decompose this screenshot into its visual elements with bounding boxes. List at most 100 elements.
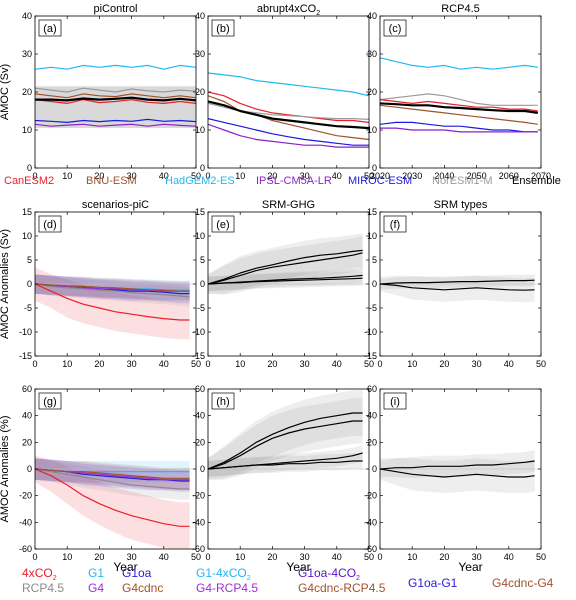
y-tick-label: 10 xyxy=(195,231,205,241)
x-tick-label: 50 xyxy=(536,552,546,562)
x-tick-label: 30 xyxy=(300,171,310,181)
panel-label: (h) xyxy=(216,396,229,408)
y-tick-label: 10 xyxy=(367,231,377,241)
panel-c xyxy=(379,15,542,169)
x-tick-label: 30 xyxy=(127,171,137,181)
y-tick-label: 20 xyxy=(195,437,205,447)
series-CanESM2 xyxy=(380,99,538,112)
panel-label-box xyxy=(38,392,62,410)
y-tick-label: 60 xyxy=(22,384,32,394)
x-tick-label: 50 xyxy=(191,359,201,369)
legend-MIROC-ESM: MIROC-ESM xyxy=(348,175,412,187)
legend-G1: G1 xyxy=(88,566,104,580)
x-tick-label: 20 xyxy=(94,552,104,562)
y-tick-label: 10 xyxy=(22,231,32,241)
panel-title: SRM types xyxy=(434,199,488,211)
series-BNU-ESM xyxy=(35,93,196,99)
y-tick-label: -40 xyxy=(192,517,205,527)
y-tick-label: -5 xyxy=(369,303,377,313)
y-tick-label: 0 xyxy=(200,279,205,289)
x-tick-label: 10 xyxy=(62,359,72,369)
y-tick-label: 40 xyxy=(367,11,377,21)
y-tick-label: -60 xyxy=(364,544,377,554)
y-axis-label: AMOC Anomalies (%) xyxy=(0,416,11,523)
x-tick-label: 40 xyxy=(159,171,169,181)
x-tick-label: 20 xyxy=(267,171,277,181)
x-tick-label: 40 xyxy=(332,171,342,181)
x-tick-label: 30 xyxy=(300,552,310,562)
y-tick-label: 0 xyxy=(200,464,205,474)
plot-area xyxy=(35,64,196,129)
y-tick-label: 0 xyxy=(27,464,32,474)
panel-title: abrupt4xCO2​ xyxy=(257,3,320,17)
x-tick-label: 40 xyxy=(504,359,514,369)
y-tick-label: 40 xyxy=(367,411,377,421)
series-G4cdnc-RCP4.5 xyxy=(208,274,363,285)
legend-HadGEM2-ES: HadGEM2-ES xyxy=(165,175,235,187)
series-RCP4.5 xyxy=(35,468,190,490)
y-tick-label: 30 xyxy=(22,49,32,59)
legend-G4: G4 xyxy=(88,581,104,595)
legend-IPSL-CM5A-LR: IPSL-CM5A-LR xyxy=(256,175,332,187)
x-tick-label: 0 xyxy=(377,359,382,369)
legend-RCP4.5: RCP4.5 xyxy=(22,581,64,595)
panel-label: (f) xyxy=(390,219,400,231)
band-G1oa-4CO2 xyxy=(208,398,363,480)
y-tick-label: -15 xyxy=(19,351,32,361)
y-tick-label: -60 xyxy=(19,544,32,554)
x-tick-label: 30 xyxy=(127,552,137,562)
y-tick-label: 0 xyxy=(27,279,32,289)
plot-frame xyxy=(207,15,370,169)
x-tick-label: 40 xyxy=(332,359,342,369)
panel-e xyxy=(207,211,370,357)
legend-G4cdnc-G4: G4cdnc-G4 xyxy=(492,576,554,590)
y-tick-label: 5 xyxy=(27,255,32,265)
series-NorESM1-M xyxy=(380,93,538,106)
panel-label-box xyxy=(383,215,407,233)
x-tick-label: 10 xyxy=(407,359,417,369)
x-tick-label: 10 xyxy=(62,171,72,181)
x-tick-label: 0 xyxy=(205,552,210,562)
y-tick-label: -20 xyxy=(364,491,377,501)
x-tick-label: 40 xyxy=(159,359,169,369)
panel-label-box xyxy=(38,215,62,233)
band-G1-4xCO2 xyxy=(208,390,363,480)
band-G1-4xCO2 xyxy=(208,233,363,294)
plot-area xyxy=(208,72,369,148)
plot-area xyxy=(35,267,196,340)
series-MIROC-ESM xyxy=(208,118,369,146)
series-G1-4xCO2 xyxy=(208,412,363,470)
x-tick-label: 50 xyxy=(191,552,201,562)
plot-area xyxy=(35,455,196,549)
series-HadGEM2-ES xyxy=(35,64,196,70)
y-tick-label: -15 xyxy=(192,351,205,361)
band-G4cdnc-G4 xyxy=(380,450,535,479)
x-tick-label: 2020 xyxy=(370,171,390,181)
x-tick-label: 20 xyxy=(94,171,104,181)
y-tick-label: 15 xyxy=(195,207,205,217)
series-RCP4.5 xyxy=(35,283,190,298)
x-axis-label: Year xyxy=(113,560,137,574)
legend-G1oa-G1: G1oa-G1 xyxy=(408,576,458,590)
band-G1 xyxy=(35,458,190,483)
x-tick-label: 50 xyxy=(364,171,374,181)
series-Ensemble xyxy=(208,100,369,130)
y-tick-label: -20 xyxy=(192,491,205,501)
series-BNU-ESM xyxy=(380,104,538,125)
x-tick-label: 2040 xyxy=(434,171,454,181)
series-G1oa-4CO2 xyxy=(208,420,363,470)
legend-G4cdnc: G4cdnc xyxy=(122,581,163,595)
series-G1oa-4CO2 xyxy=(208,252,363,285)
legend-G1oa: G1oa xyxy=(122,566,152,580)
y-tick-label: 30 xyxy=(195,49,205,59)
x-tick-label: 30 xyxy=(472,552,482,562)
plot-area xyxy=(208,233,369,295)
y-tick-label: 10 xyxy=(22,125,32,135)
y-tick-label: 15 xyxy=(22,207,32,217)
y-tick-label: 15 xyxy=(367,207,377,217)
plot-frame xyxy=(379,15,542,169)
plot-area xyxy=(380,450,541,493)
x-tick-label: 0 xyxy=(377,552,382,562)
panel-label-box xyxy=(211,19,235,37)
x-tick-label: 40 xyxy=(159,552,169,562)
